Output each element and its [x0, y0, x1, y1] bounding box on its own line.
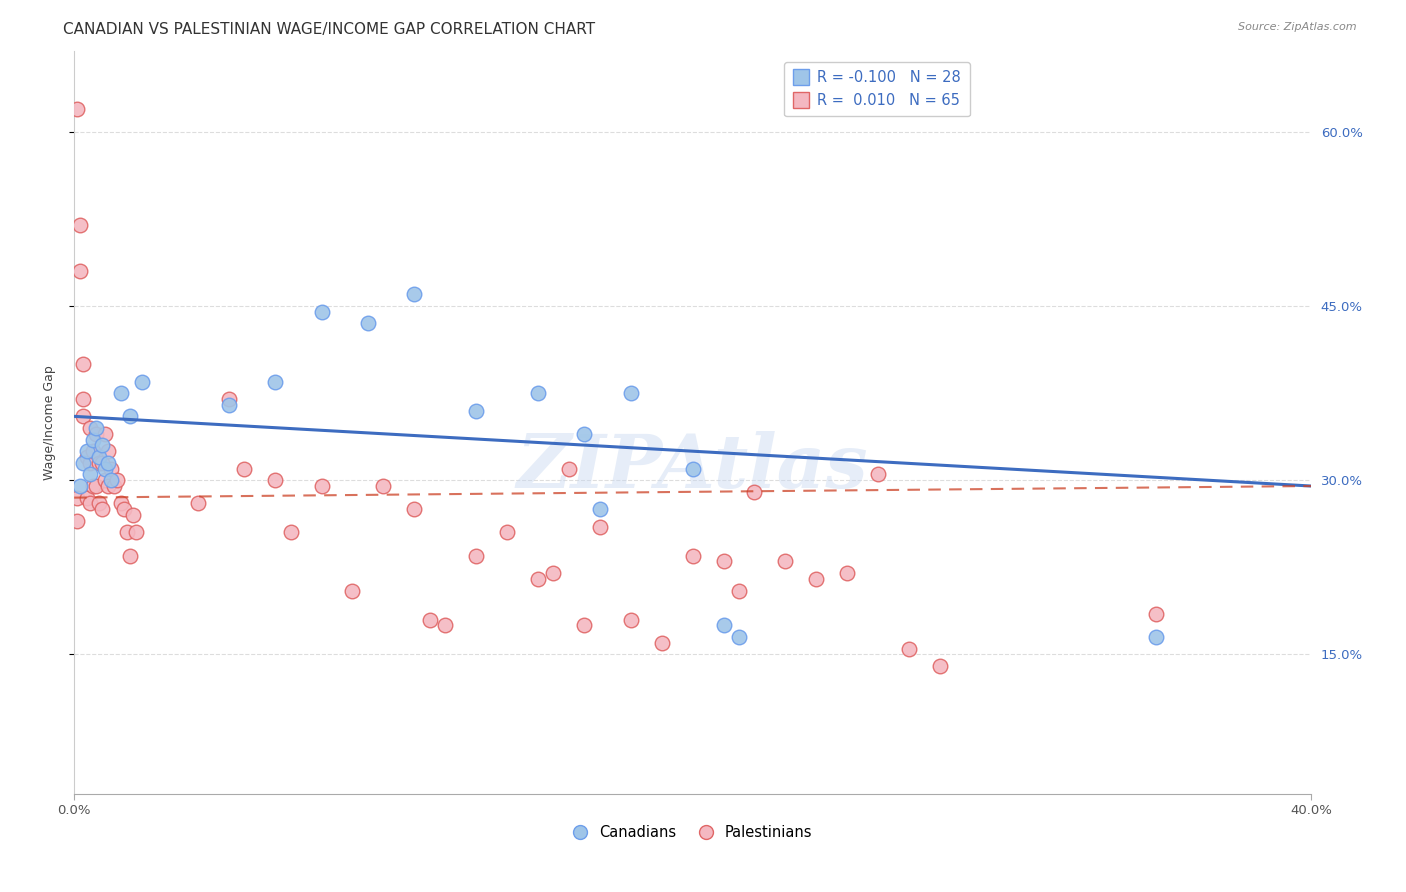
Point [91, 456, 114, 470]
Point [66, 514, 89, 528]
Point [72, 357, 94, 371]
Point [76, 491, 98, 505]
Point [868, 467, 890, 482]
Point [84, 426, 107, 441]
Point [84, 421, 107, 435]
Point [79, 421, 101, 435]
Point [837, 566, 859, 580]
Point [122, 508, 145, 522]
Point [97, 479, 120, 493]
Point [69, 218, 91, 232]
Point [280, 525, 302, 540]
Point [589, 519, 612, 533]
Point [115, 525, 138, 540]
Point [527, 572, 550, 586]
Point [713, 554, 735, 568]
Point [728, 630, 751, 644]
Point [558, 461, 581, 475]
Point [69, 479, 91, 493]
Point [97, 456, 120, 470]
Point [91, 502, 114, 516]
Point [465, 403, 488, 417]
Point [87, 456, 110, 470]
Point [79, 456, 101, 470]
Text: CANADIAN VS PALESTINIAN WAGE/INCOME GAP CORRELATION CHART: CANADIAN VS PALESTINIAN WAGE/INCOME GAP … [63, 22, 595, 37]
Point [72, 409, 94, 424]
Point [728, 583, 751, 598]
Point [404, 502, 426, 516]
Point [682, 461, 704, 475]
Point [233, 461, 256, 475]
Point [404, 287, 426, 301]
Point [187, 496, 209, 510]
Point [620, 386, 643, 401]
Point [87, 450, 110, 464]
Point [118, 409, 141, 424]
Point [264, 375, 287, 389]
Point [84, 479, 107, 493]
Legend: Canadians, Palestinians: Canadians, Palestinians [567, 819, 818, 846]
Point [929, 659, 952, 673]
Point [651, 636, 673, 650]
Point [79, 496, 101, 510]
Point [682, 549, 704, 563]
Text: Source: ZipAtlas.com: Source: ZipAtlas.com [1239, 22, 1357, 32]
Point [419, 613, 441, 627]
Point [1144, 630, 1167, 644]
Point [76, 450, 98, 464]
Point [76, 444, 98, 458]
Point [373, 479, 395, 493]
Point [264, 473, 287, 487]
Point [744, 484, 766, 499]
Point [110, 386, 132, 401]
Point [1144, 607, 1167, 621]
Point [574, 426, 596, 441]
Point [82, 433, 104, 447]
Point [589, 502, 612, 516]
Point [311, 479, 333, 493]
Point [434, 618, 457, 632]
Point [125, 525, 148, 540]
Point [72, 456, 94, 470]
Y-axis label: Wage/Income Gap: Wage/Income Gap [44, 365, 56, 480]
Point [713, 618, 735, 632]
Point [91, 438, 114, 452]
Point [100, 473, 122, 487]
Point [775, 554, 797, 568]
Point [574, 618, 596, 632]
Point [465, 549, 488, 563]
Point [806, 572, 828, 586]
Point [82, 479, 104, 493]
Point [107, 473, 129, 487]
Point [218, 398, 240, 412]
Point [311, 305, 333, 319]
Point [100, 461, 122, 475]
Point [110, 496, 132, 510]
Point [543, 566, 565, 580]
Point [69, 264, 91, 278]
Point [87, 496, 110, 510]
Point [898, 641, 921, 656]
Point [94, 461, 117, 475]
Point [118, 549, 141, 563]
Point [342, 583, 364, 598]
Text: ZIPAtlas: ZIPAtlas [517, 431, 869, 503]
Point [496, 525, 519, 540]
Point [103, 479, 125, 493]
Point [79, 467, 101, 482]
Point [66, 102, 89, 116]
Point [357, 317, 380, 331]
Point [72, 392, 94, 406]
Point [112, 502, 135, 516]
Point [218, 392, 240, 406]
Point [527, 386, 550, 401]
Point [97, 444, 120, 458]
Point [94, 473, 117, 487]
Point [66, 491, 89, 505]
Point [82, 444, 104, 458]
Point [94, 426, 117, 441]
Point [620, 613, 643, 627]
Point [131, 375, 153, 389]
